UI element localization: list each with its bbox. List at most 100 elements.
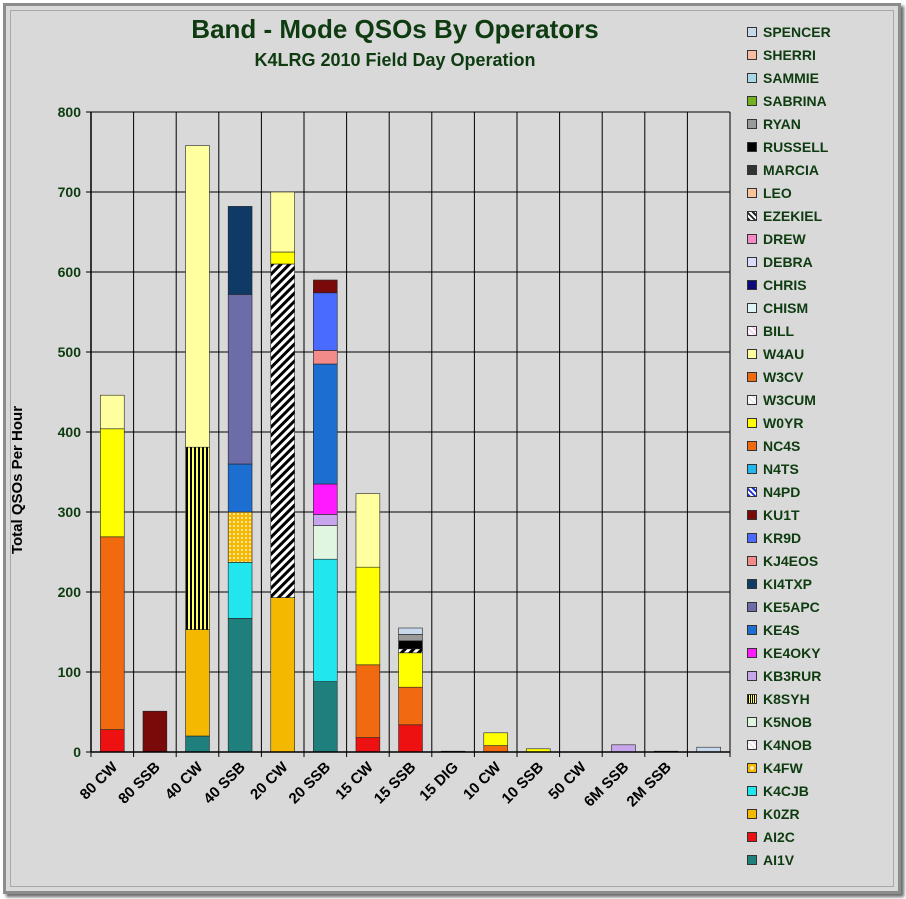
legend-item: SHERRI	[747, 46, 816, 64]
bar-segment-k5nob	[313, 525, 338, 560]
bar-segment-w0yr	[100, 428, 125, 538]
bar-segment-ai1v	[185, 735, 210, 753]
legend-label: KE4S	[763, 622, 800, 638]
legend-swatch	[747, 211, 757, 221]
x-tick-label: 80 SSB	[115, 759, 164, 808]
legend-label: SHERRI	[763, 47, 816, 63]
legend-swatch	[747, 786, 757, 796]
x-tick-label: 2M SSB	[623, 759, 675, 811]
bar-segment-k0zr	[270, 597, 295, 753]
legend-label: RYAN	[763, 116, 801, 132]
legend-item: BILL	[747, 322, 794, 340]
bar-segment-nc4s	[398, 686, 423, 726]
chart-title: Band - Mode QSOs By Operators	[191, 14, 599, 44]
bar-segment-ai1v	[227, 618, 253, 753]
legend-swatch	[747, 50, 757, 60]
legend-label: K8SYH	[763, 691, 810, 707]
x-tick-label: 40 SSB	[200, 759, 249, 808]
y-tick-label: 200	[58, 584, 82, 600]
y-tick-label: 300	[58, 504, 82, 520]
legend-swatch	[747, 602, 757, 612]
x-tick-label: 15 SSB	[371, 759, 420, 808]
bar-segment-ezekiel	[398, 648, 423, 654]
legend-label: N4TS	[763, 461, 799, 477]
legend-label: KI4TXP	[763, 576, 813, 592]
chart-frame-inner	[10, 10, 894, 887]
legend-swatch	[747, 510, 757, 520]
bar-segment-nc4s	[100, 536, 125, 730]
chart-subtitle: K4LRG 2010 Field Day Operation	[254, 50, 536, 70]
legend-item: N4PD	[747, 483, 800, 501]
bar-segment-w4au	[185, 145, 210, 448]
legend-swatch	[747, 142, 757, 152]
legend-label: K4FW	[763, 760, 803, 776]
legend-swatch	[747, 326, 757, 336]
legend-swatch	[747, 763, 757, 773]
legend-label: AI2C	[763, 829, 795, 845]
bar-segment-russell	[398, 640, 423, 650]
bar-segment-ai2c	[398, 724, 423, 753]
legend-swatch	[747, 671, 757, 681]
legend-item: SABRINA	[747, 92, 827, 110]
legend-item: KE4S	[747, 621, 800, 639]
legend-swatch	[747, 73, 757, 83]
x-tick-label: 6M SSB	[581, 759, 633, 811]
legend-swatch	[747, 717, 757, 727]
legend-item: EZEKIEL	[747, 207, 822, 225]
legend-swatch	[747, 740, 757, 750]
legend-item: RUSSELL	[747, 138, 828, 156]
legend-label: KJ4EOS	[763, 553, 819, 569]
bar-segment-ai1v	[313, 681, 338, 753]
legend-swatch	[747, 234, 757, 244]
bar-segment-k4cjb	[313, 558, 338, 682]
bar-segment-w4au	[100, 394, 125, 430]
legend-item: RYAN	[747, 115, 801, 133]
legend-swatch	[747, 694, 757, 704]
legend-label: MARCIA	[763, 162, 819, 178]
bar-segment-k4fw	[227, 511, 253, 563]
bar-segment-k8syh	[185, 446, 210, 630]
bar-segment-ke5apc	[227, 294, 253, 465]
y-tick-label: 400	[58, 424, 82, 440]
legend-item: K4NOB	[747, 736, 812, 754]
legend-item: CHISM	[747, 299, 808, 317]
legend-label: CHISM	[763, 300, 809, 316]
legend-item: K0ZR	[747, 805, 800, 823]
legend-swatch	[747, 349, 757, 359]
legend-label: W0YR	[763, 415, 804, 431]
legend-swatch	[747, 27, 757, 37]
legend-swatch	[747, 441, 757, 451]
bar-segment-spencer	[398, 627, 423, 635]
bar-segment-k0zr	[185, 629, 210, 737]
legend-item: W4AU	[747, 345, 804, 363]
legend-item: AI2C	[747, 828, 795, 846]
bar-segment-ke4s	[227, 463, 253, 513]
y-tick-label: 800	[58, 104, 82, 120]
x-tick-label: 15 DIG	[416, 759, 462, 805]
y-tick-label: 600	[58, 264, 82, 280]
y-tick-label: 0	[73, 744, 81, 760]
legend-item: K5NOB	[747, 713, 812, 731]
legend-swatch	[747, 303, 757, 313]
legend-swatch	[747, 165, 757, 175]
legend-item: KE5APC	[747, 598, 820, 616]
bar-segment-w0yr	[483, 732, 508, 746]
bar-segment-ku1t	[142, 710, 168, 753]
y-tick-label: 100	[58, 664, 82, 680]
bar-segment-ke4oky	[313, 483, 338, 515]
legend-swatch	[747, 395, 757, 405]
legend-item: SAMMIE	[747, 69, 819, 87]
legend-item: W0YR	[747, 414, 803, 432]
legend-item: W3CV	[747, 368, 803, 386]
legend-item: LEO	[747, 184, 792, 202]
legend-item: KE4OKY	[747, 644, 821, 662]
legend-item: KI4TXP	[747, 575, 812, 593]
legend-item: KU1T	[747, 506, 800, 524]
legend-swatch	[747, 280, 757, 290]
legend-label: W3CUM	[763, 392, 816, 408]
legend-item: SPENCER	[747, 23, 831, 41]
legend-swatch	[747, 188, 757, 198]
legend-swatch	[747, 648, 757, 658]
legend-label: K4CJB	[763, 783, 809, 799]
bar-segment-kb3rur	[611, 744, 636, 753]
